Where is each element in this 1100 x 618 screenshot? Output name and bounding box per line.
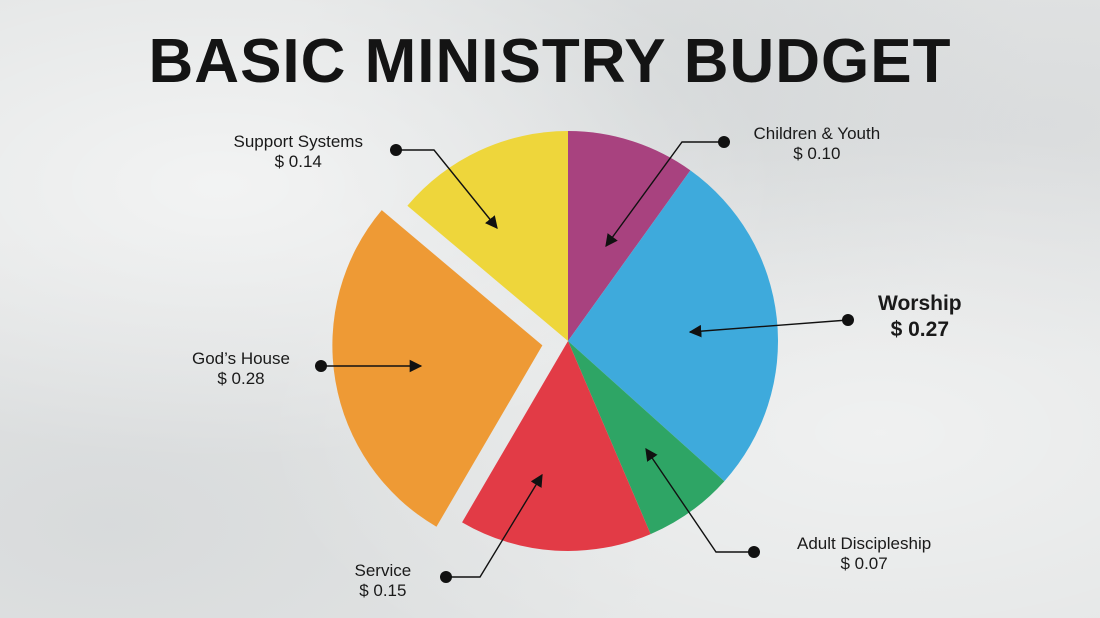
- pie-slice-support-systems: [407, 131, 568, 341]
- pie-slice-god-s-house: [332, 210, 543, 527]
- slice-label: Worship $ 0.27: [878, 291, 962, 343]
- slice-label-value: $ 0.10: [793, 144, 841, 163]
- slice-label: Service $ 0.15: [355, 561, 412, 601]
- slice-label-value: $ 0.27: [890, 318, 949, 341]
- pie-slice-service: [462, 341, 651, 552]
- leader-dot: [748, 546, 760, 558]
- slice-label-name: Adult Discipleship: [797, 534, 932, 553]
- slice-label-name: God’s House: [192, 349, 290, 368]
- slice-label-value: $ 0.14: [274, 152, 322, 171]
- slice-label-name: Service: [354, 561, 412, 580]
- leader-line: [605, 141, 724, 248]
- slice-label: Children & Youth $ 0.10: [754, 124, 881, 164]
- leader-line: [688, 319, 849, 338]
- leader-line: [396, 149, 498, 229]
- pie-slice-children-youth: [568, 131, 691, 341]
- leader-dot: [842, 314, 854, 326]
- slice-label-value: $ 0.07: [840, 554, 888, 573]
- leader-dot: [390, 144, 402, 156]
- leader-dot: [718, 136, 730, 148]
- leader-dot: [315, 360, 327, 372]
- slice-label-name: Worship: [878, 292, 962, 315]
- slice-label-name: Children & Youth: [753, 124, 881, 143]
- slice-label-value: $ 0.15: [359, 581, 407, 600]
- leader-line: [446, 473, 543, 578]
- chart-title: BASIC MINISTRY BUDGET: [148, 27, 952, 96]
- slice-label: Adult Discipleship $ 0.07: [797, 534, 931, 574]
- leader-line: [645, 447, 754, 553]
- slice-label: God’s House $ 0.28: [192, 349, 290, 389]
- slice-label: Support Systems $ 0.14: [234, 132, 363, 172]
- slice-label-value: $ 0.28: [217, 369, 265, 388]
- leader-dot: [440, 571, 452, 583]
- pie-slice-worship: [568, 170, 778, 482]
- slice-label-name: Support Systems: [233, 132, 363, 151]
- pie-slice-adult-discipleship: [568, 341, 725, 535]
